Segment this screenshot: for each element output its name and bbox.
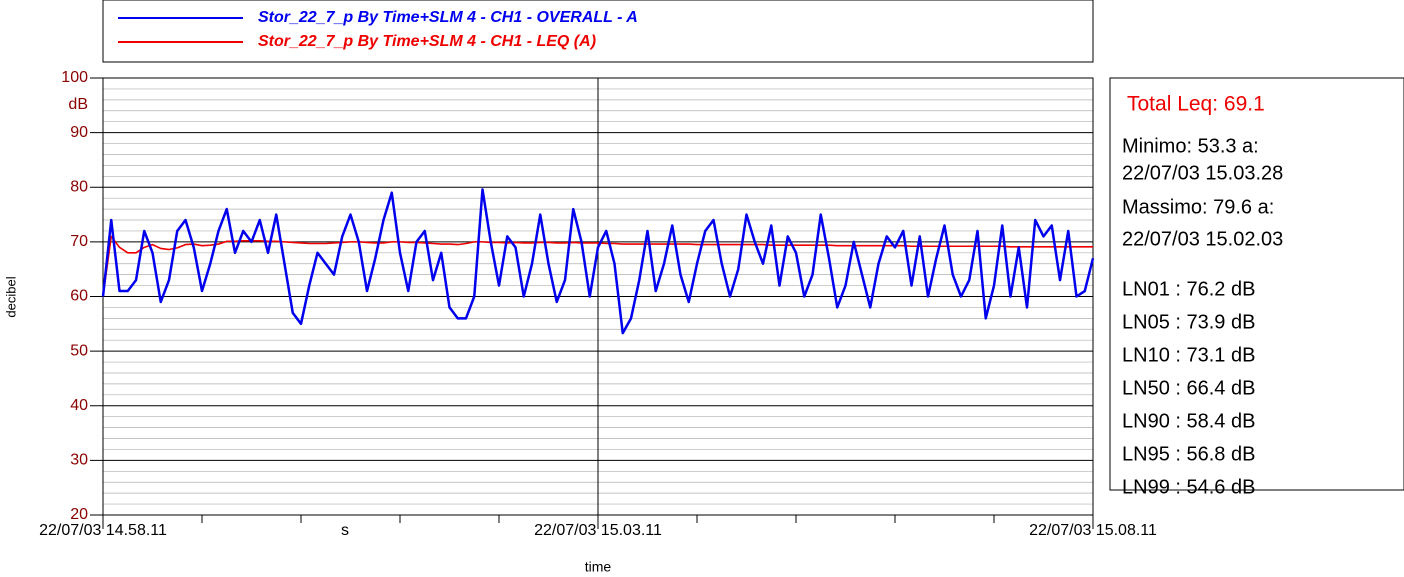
- y-tick-label: 80: [70, 178, 88, 195]
- panel-line: Minimo: 53.3 a:: [1122, 135, 1259, 157]
- legend-label: Stor_22_7_p By Time+SLM 4 - CH1 - OVERAL…: [258, 9, 638, 26]
- stats-panel: [1109, 77, 1404, 491]
- x-unit: s: [341, 522, 349, 539]
- x-tick-label: 22/07/03 14.58.11: [39, 522, 167, 539]
- y-tick-label: 50: [70, 342, 88, 359]
- ln-value: LN50 : 66.4 dB: [1122, 377, 1255, 399]
- y-tick-label: 90: [70, 124, 88, 141]
- x-tick-label: 22/07/03 15.08.11: [1029, 522, 1157, 539]
- y-tick-label: 20: [70, 506, 88, 523]
- series-line: [102, 235, 1093, 297]
- ln-value: LN01 : 76.2 dB: [1122, 278, 1255, 300]
- panel-line: Massimo: 79.6 a:: [1122, 196, 1274, 218]
- y-unit: dB: [68, 96, 88, 113]
- x-tick-label: 22/07/03 15.03.11: [534, 522, 662, 539]
- y-axis-label: decibel: [3, 276, 18, 317]
- legend-box: [102, 0, 1094, 63]
- ln-value: LN95 : 56.8 dB: [1122, 443, 1255, 465]
- x-axis-label: time: [585, 559, 612, 575]
- total-leq: Total Leq: 69.1: [1127, 93, 1265, 116]
- y-tick-label: 30: [70, 452, 88, 469]
- panel-line: 22/07/03 15.02.03: [1122, 228, 1283, 250]
- y-tick-label: 40: [70, 397, 88, 414]
- ln-value: LN05 : 73.9 dB: [1122, 311, 1255, 333]
- y-tick-label: 60: [70, 288, 88, 305]
- y-tick-label: 100: [61, 69, 88, 86]
- ln-value: LN10 : 73.1 dB: [1122, 344, 1255, 366]
- ln-value: LN90 : 58.4 dB: [1122, 410, 1255, 432]
- ln-value: LN99 : 54.6 dB: [1122, 476, 1255, 498]
- series-line: [101, 188, 1095, 335]
- y-tick-label: 70: [70, 233, 88, 250]
- legend-label: Stor_22_7_p By Time+SLM 4 - CH1 - LEQ (A…: [258, 33, 596, 50]
- panel-line: 22/07/03 15.03.28: [1122, 162, 1283, 184]
